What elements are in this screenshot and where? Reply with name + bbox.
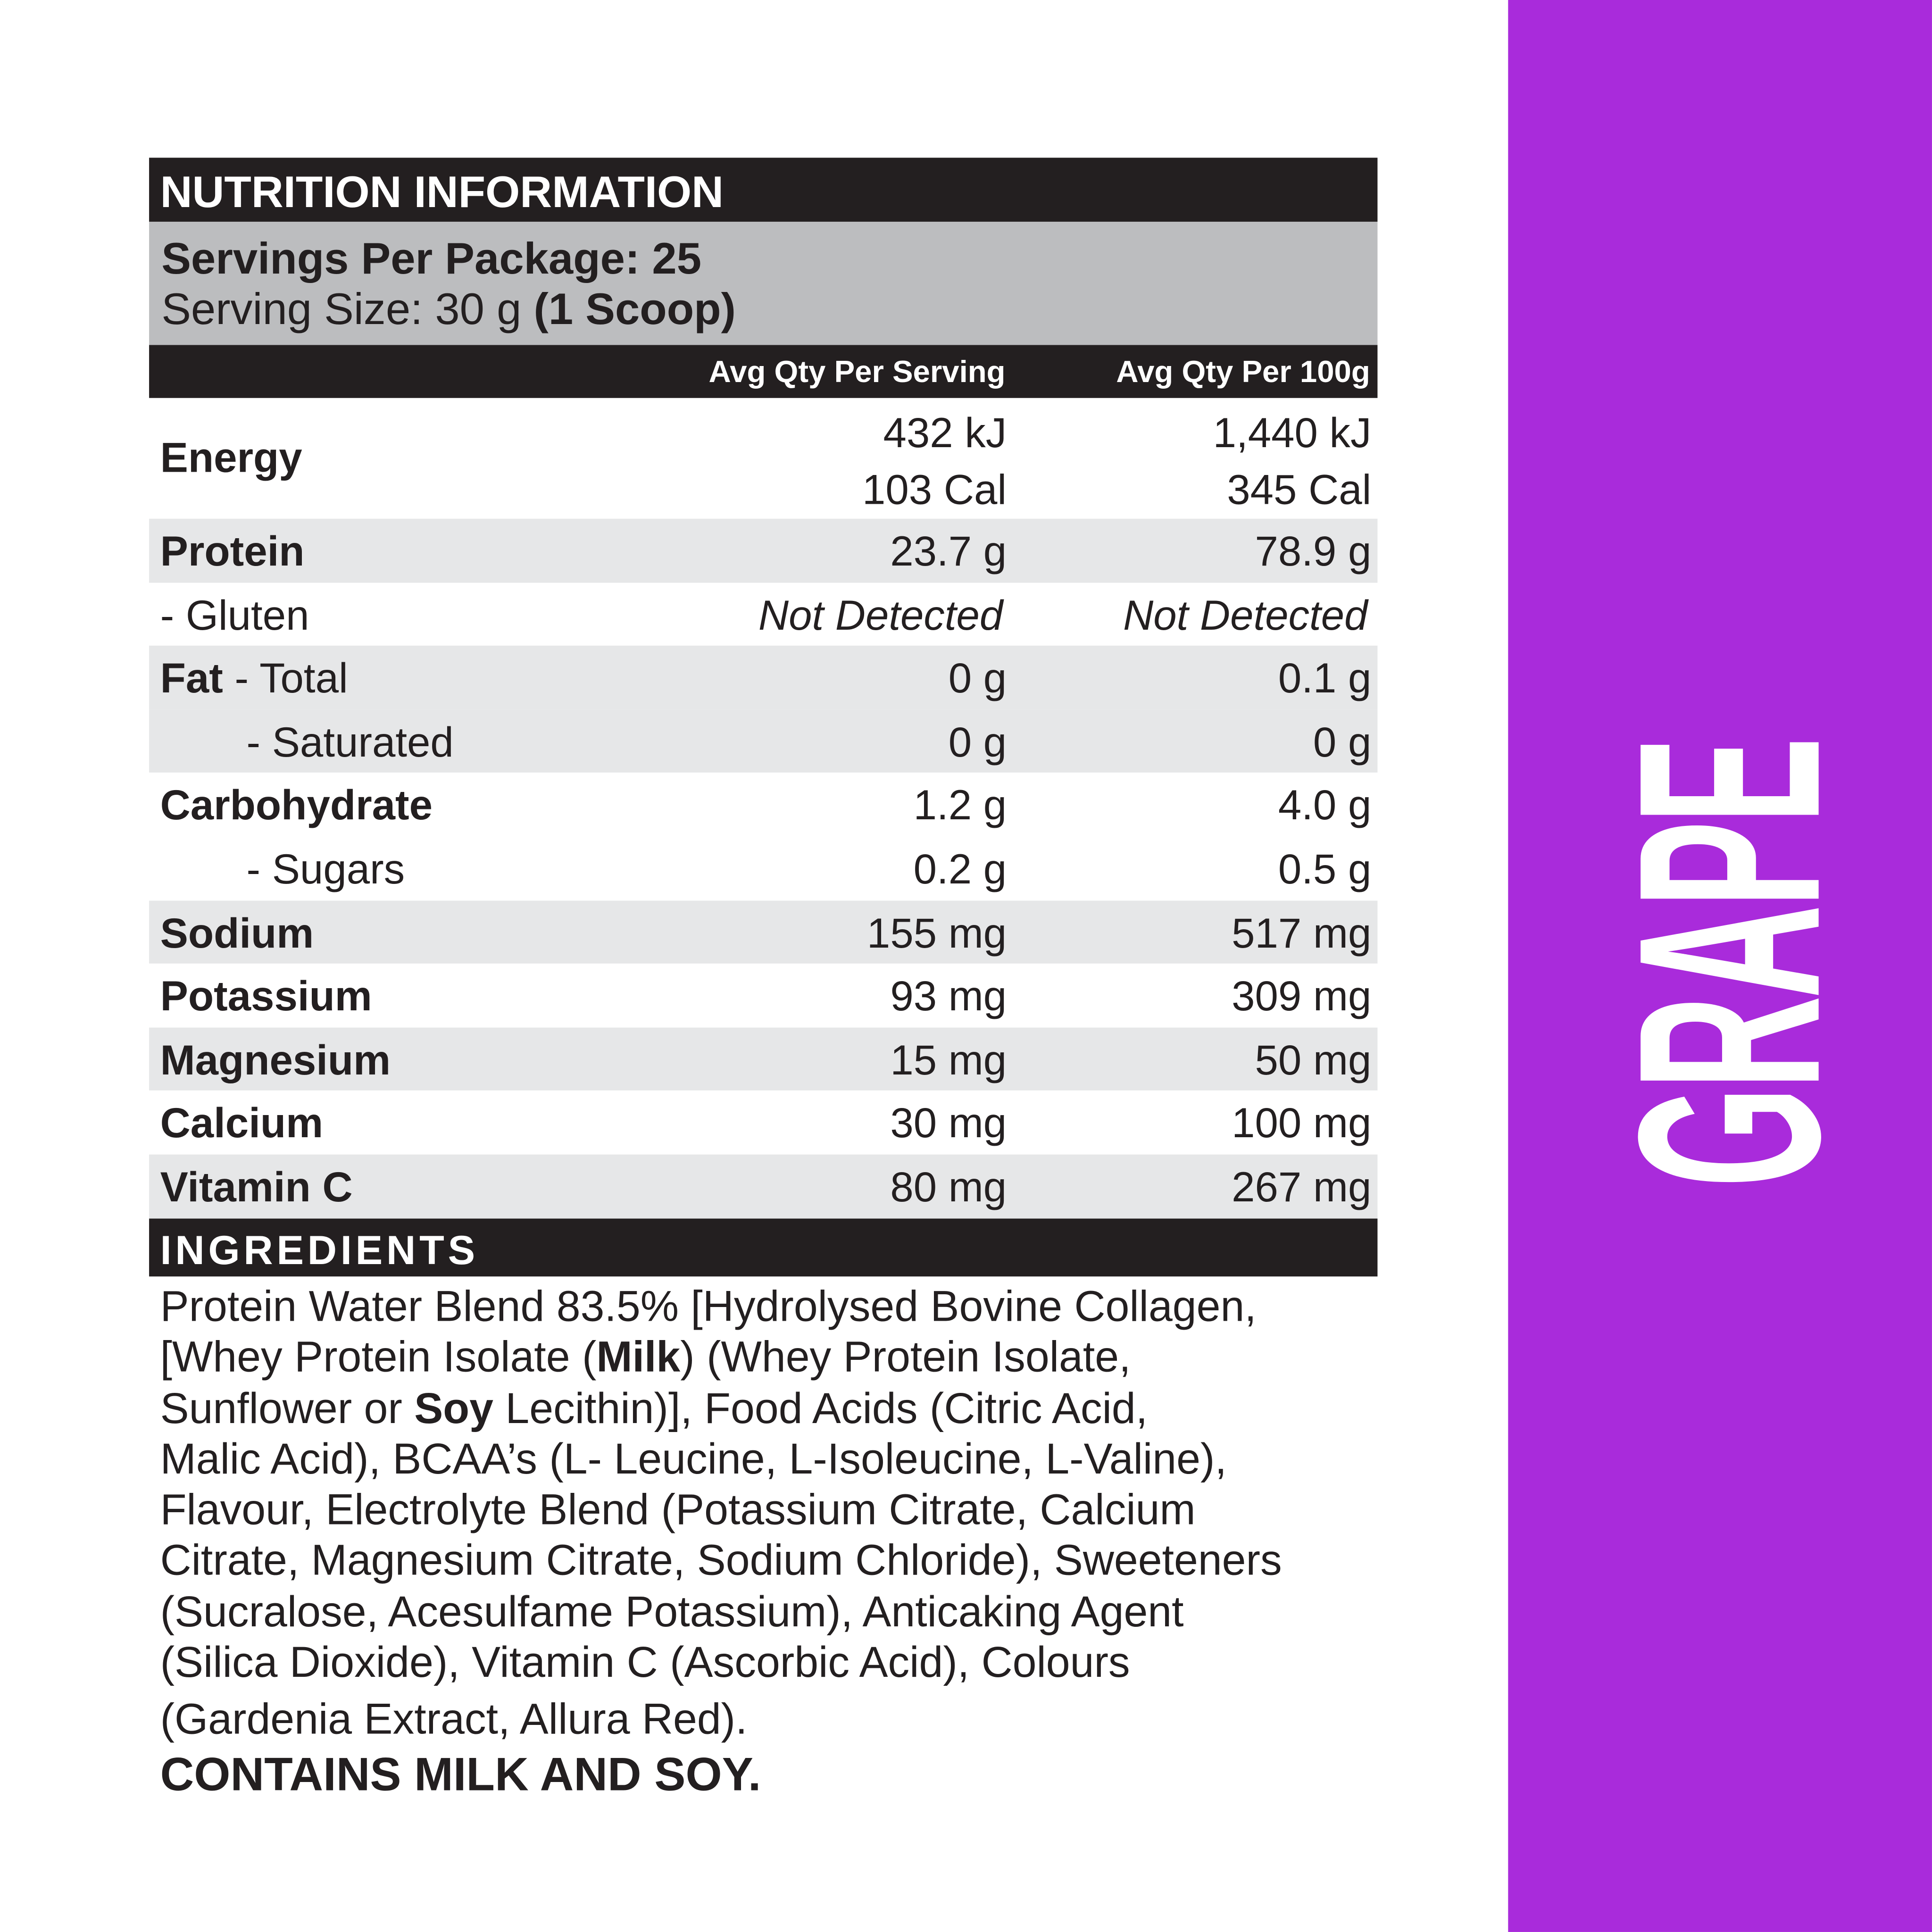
- value: 0.1 g: [1278, 656, 1372, 703]
- servings-per-package: Servings Per Package: 25: [161, 233, 702, 283]
- row-label: - Sugars: [246, 846, 405, 893]
- ingredients-line: [Whey Protein Isolate (Milk) (Whey Prote…: [160, 1332, 1392, 1383]
- value: 78.9 g: [1255, 528, 1372, 575]
- ingredients-line: Citrate, Magnesium Citrate, Sodium Chlor…: [160, 1537, 1282, 1585]
- value: 103 Cal: [862, 467, 1007, 514]
- table-row: Potassium 93 mg 309 mg: [149, 964, 1377, 1027]
- value: 30 mg: [890, 1100, 1007, 1148]
- row-label: Potassium: [160, 974, 372, 1021]
- row-label: - Gluten: [160, 592, 309, 639]
- table-row: - Saturated 0 g 0 g: [149, 709, 1378, 773]
- ingredients-line: Protein Water Blend 83.5% [Hydrolysed Bo…: [160, 1282, 1257, 1331]
- value: 345 Cal: [1227, 467, 1372, 514]
- value: 100 mg: [1232, 1100, 1372, 1148]
- value: 309 mg: [1232, 974, 1372, 1021]
- value: 23.7 g: [890, 528, 1007, 575]
- value: 432 kJ: [883, 410, 1007, 458]
- value: 0 g: [948, 719, 1007, 766]
- value: 0 g: [1313, 719, 1372, 766]
- row-label: - Saturated: [246, 719, 454, 766]
- table-row: - Gluten Not Detected Not Detected: [149, 583, 1377, 646]
- text: Lecithin)], Food Acids (Citric Acid,: [493, 1384, 1148, 1432]
- row-label: Protein: [160, 528, 305, 575]
- serving-size-text: Serving Size: 30 g: [161, 283, 534, 334]
- value: 0 g: [948, 656, 1007, 703]
- value: 267 mg: [1232, 1164, 1372, 1211]
- value: 1,440 kJ: [1213, 410, 1372, 458]
- value: 0.5 g: [1278, 846, 1372, 893]
- table-row: Magnesium 15 mg 50 mg: [149, 1027, 1378, 1091]
- ingredients-line: (Silica Dioxide), Vitamin C (Ascorbic Ac…: [160, 1639, 1130, 1687]
- table-row: Calcium 30 mg 100 mg: [149, 1091, 1377, 1155]
- value: 15 mg: [890, 1037, 1007, 1084]
- table-row: Protein 23.7 g 78.9 g: [149, 518, 1378, 583]
- ingredients-heading: INGREDIENTS: [149, 1218, 1378, 1276]
- serving-size: Serving Size: 30 g (1 Scoop): [161, 281, 1377, 338]
- row-label: Magnesium: [160, 1037, 391, 1084]
- value: 0.2 g: [913, 846, 1007, 893]
- table-row: Energy 432 kJ 103 Cal 1,440 kJ 345 Cal: [149, 398, 1377, 519]
- col-per-100g: Avg Qty Per 100g: [1116, 355, 1370, 390]
- table-row: Fat - Total 0 g 0.1 g: [149, 646, 1378, 710]
- value: 4.0 g: [1278, 783, 1372, 830]
- text: [Whey Protein Isolate (: [160, 1333, 597, 1382]
- ingredients-line: Flavour, Electrolyte Blend (Potassium Ci…: [160, 1486, 1196, 1534]
- allergen-milk: Milk: [596, 1333, 681, 1382]
- flavour-strip: [1508, 0, 1932, 1932]
- text: ) (Whey Protein Isolate,: [680, 1333, 1131, 1382]
- row-label: Sodium: [160, 910, 314, 957]
- table-row: Vitamin C 80 mg 267 mg: [149, 1154, 1378, 1218]
- ingredients-line: (Sucralose, Acesulfame Potassium), Antic…: [160, 1588, 1184, 1636]
- value: 93 mg: [890, 974, 1007, 1021]
- ingredients-text: Protein Water Blend 83.5% [Hydrolysed Bo…: [160, 1282, 1392, 1746]
- serving-info: Servings Per Package: 25 Serving Size: 3…: [149, 222, 1378, 345]
- row-label: Fat: [160, 656, 223, 703]
- value: Not Detected: [758, 592, 1003, 639]
- text: Sunflower or: [160, 1384, 415, 1432]
- column-headers: Avg Qty Per Serving Avg Qty Per 100g: [149, 345, 1378, 398]
- value: 155 mg: [866, 910, 1007, 957]
- ingredients-line: Sunflower or Soy Lecithin)], Food Acids …: [160, 1383, 1392, 1434]
- value: 80 mg: [890, 1164, 1007, 1211]
- row-label: Vitamin C: [160, 1164, 353, 1211]
- table-row: Carbohydrate 1.2 g 4.0 g: [149, 773, 1377, 837]
- ingredients-line: Malic Acid), BCAA’s (L- Leucine, L-Isole…: [160, 1435, 1227, 1483]
- row-label: Energy: [160, 435, 302, 482]
- row-label: Calcium: [160, 1100, 324, 1148]
- ingredients-line: (Gardenia Extract, Allura Red).: [160, 1696, 748, 1744]
- nutrition-table: NUTRITION INFORMATION Servings Per Packa…: [149, 158, 1378, 1276]
- value: 517 mg: [1232, 910, 1372, 957]
- value: 50 mg: [1255, 1037, 1372, 1084]
- allergen-soy: Soy: [414, 1384, 493, 1432]
- serving-size-scoop: (1 Scoop): [533, 283, 736, 334]
- value: Not Detected: [1123, 592, 1368, 639]
- table-row: Sodium 155 mg 517 mg: [149, 900, 1378, 964]
- col-per-serving: Avg Qty Per Serving: [708, 355, 1006, 390]
- row-label: Carbohydrate: [160, 783, 433, 830]
- value: 1.2 g: [913, 783, 1007, 830]
- allergen-statement: CONTAINS MILK AND SOY.: [160, 1749, 761, 1802]
- row-sublabel: - Total: [223, 656, 348, 703]
- table-title: NUTRITION INFORMATION: [149, 158, 1378, 222]
- table-row: - Sugars 0.2 g 0.5 g: [149, 837, 1377, 900]
- flavour-label: GRAPE: [1584, 740, 1874, 1188]
